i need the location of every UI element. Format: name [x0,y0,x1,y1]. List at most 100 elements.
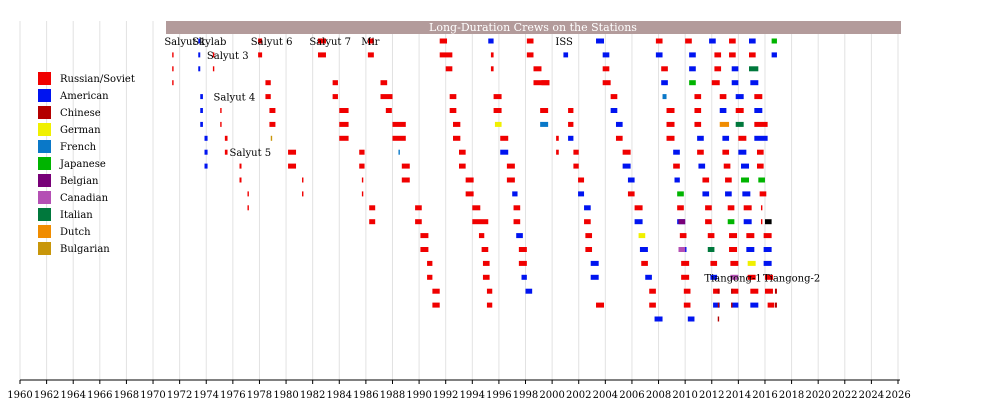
station-label: Salyut 4 [214,93,256,104]
expedition-bar [759,191,767,197]
expedition-bar [556,135,559,141]
station-label: Salyut 1 [164,37,206,48]
x-tick-label: 1980 [273,390,298,401]
expedition-bar [649,288,656,294]
expedition-bar [401,177,410,183]
expedition-bar [420,247,429,252]
expedition-bar [735,121,744,127]
expedition-bar [172,80,174,86]
expedition-bar [563,52,569,58]
expedition-bar [677,205,684,211]
legend-label: Chinese [60,108,101,119]
expedition-bar [673,163,680,169]
expedition-bar [714,52,722,58]
expedition-bar [735,108,744,113]
expedition-bar [288,149,297,155]
expedition-bar [265,94,271,100]
expedition-bar [638,233,646,239]
expedition-bar [533,66,542,72]
expedition-bar [339,108,349,113]
expedition-bar [735,94,744,100]
expedition-bar [731,66,739,72]
expedition-bar [590,260,599,266]
expedition-bar [719,121,730,127]
expedition-bar [518,247,527,252]
expedition-bar [679,233,687,239]
expedition-bar [220,121,222,127]
x-tick-label: 2000 [539,390,564,401]
station-label: Skylab [192,37,226,48]
expedition-bar [634,219,643,225]
expedition-bar [697,149,704,155]
expedition-bar [747,274,756,280]
expedition-bar [578,177,585,183]
legend-swatch [38,225,51,238]
expedition-bar [705,205,712,211]
expedition-bar [750,302,759,308]
expedition-bar [490,52,494,58]
x-tick-label: 1982 [300,390,325,401]
expedition-bar [758,177,765,183]
expedition-bar [725,177,732,183]
expedition-bar [367,52,374,58]
expedition-bar [602,52,610,58]
legend-label: Dutch [60,227,91,238]
legend-swatch [38,191,51,204]
expedition-bar [673,149,680,155]
legend-swatch [38,140,51,153]
expedition-bar [661,80,668,86]
expedition-bar [494,121,502,127]
expedition-bar [749,38,756,44]
expedition-bar [415,219,422,225]
expedition-bar [247,205,249,211]
expedition-bar [482,260,490,266]
x-tick-label: 2026 [885,390,910,401]
expedition-bar [717,302,720,308]
legend-swatch [38,72,51,85]
expedition-bar [359,149,365,155]
expedition-bar [756,163,764,169]
expedition-bar [596,38,605,44]
expedition-bar [754,108,763,113]
title-bar [166,21,901,34]
expedition-bar [731,288,739,294]
expedition-bar [627,177,635,183]
expedition-bar [661,66,668,72]
expedition-bar [678,247,686,252]
expedition-bar [568,108,574,113]
expedition-bar [709,38,716,44]
expedition-bar [727,205,735,211]
x-tick-label: 1962 [34,390,59,401]
expedition-bar [723,163,731,169]
expedition-bar [738,149,747,155]
expedition-bar [710,260,718,266]
expedition-bar [427,274,433,280]
expedition-bar [490,66,494,72]
expedition-bar [269,108,276,113]
expedition-bar [392,121,406,127]
expedition-bar [578,191,585,197]
expedition-bar [749,66,759,72]
x-tick-label: 1964 [60,390,85,401]
expedition-bar [754,94,763,100]
expedition-bar [622,163,631,169]
station-label: ISS [555,37,573,48]
legend-label: American [59,91,109,102]
legend-label: Russian/Soviet [60,74,135,85]
expedition-bar [694,121,702,127]
expedition-bar [719,94,727,100]
expedition-bar [602,80,611,86]
x-tick-label: 1994 [460,390,485,401]
expedition-bar [683,302,691,308]
expedition-bar [212,52,215,58]
expedition-bar [200,121,203,127]
expedition-bar [380,94,393,100]
legend-swatch [38,106,51,119]
chart-title: Long-Duration Crews on the Stations [429,21,637,34]
expedition-bar [453,135,461,141]
expedition-bar [432,302,440,308]
expedition-bar [302,177,304,183]
expedition-bar [332,80,338,86]
expedition-bar [198,52,201,58]
